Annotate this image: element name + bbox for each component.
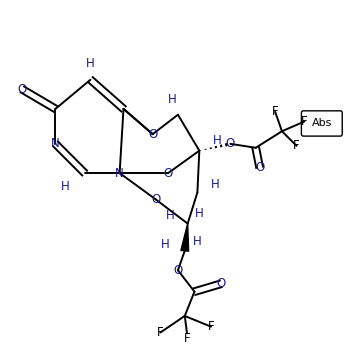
Text: H: H bbox=[61, 180, 70, 193]
Text: F: F bbox=[272, 105, 278, 118]
Text: O: O bbox=[164, 166, 173, 180]
Text: H: H bbox=[161, 238, 170, 251]
Text: F: F bbox=[157, 326, 164, 339]
Polygon shape bbox=[181, 224, 189, 251]
Text: H: H bbox=[213, 135, 221, 148]
Text: O: O bbox=[173, 264, 183, 277]
Text: H: H bbox=[86, 57, 95, 70]
Text: F: F bbox=[184, 332, 191, 344]
Text: Abs: Abs bbox=[312, 118, 332, 128]
Text: O: O bbox=[216, 277, 225, 290]
Text: H: H bbox=[195, 207, 204, 221]
Text: H: H bbox=[193, 235, 202, 248]
Text: O: O bbox=[18, 83, 27, 96]
Text: O: O bbox=[151, 193, 160, 206]
Text: H: H bbox=[210, 178, 219, 191]
Text: N: N bbox=[115, 166, 124, 180]
Text: F: F bbox=[301, 115, 308, 128]
Text: O: O bbox=[148, 128, 157, 141]
Text: O: O bbox=[255, 161, 264, 174]
FancyBboxPatch shape bbox=[301, 111, 342, 136]
Text: F: F bbox=[293, 139, 300, 152]
Text: F: F bbox=[208, 320, 214, 333]
Text: H: H bbox=[168, 93, 176, 106]
Text: O: O bbox=[226, 137, 235, 150]
Text: H: H bbox=[166, 209, 175, 222]
Text: N: N bbox=[51, 137, 60, 150]
